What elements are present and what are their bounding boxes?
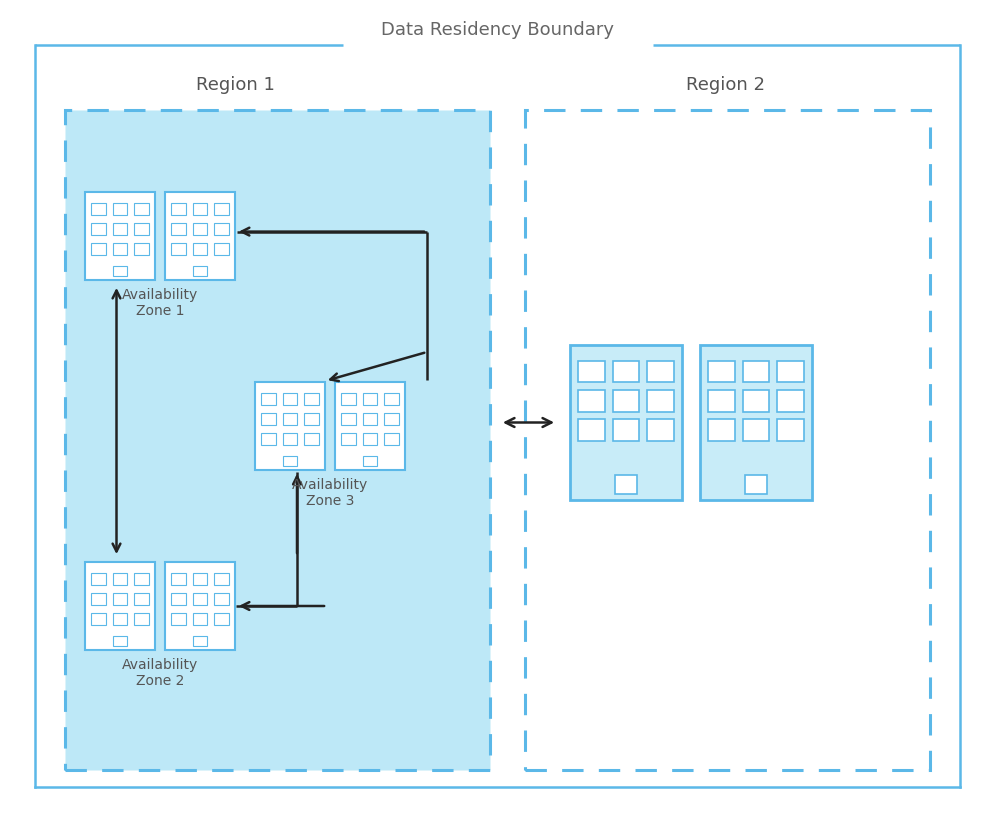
Bar	[112, 243, 127, 255]
Bar	[303, 413, 318, 425]
Bar	[647, 390, 674, 412]
Bar	[744, 475, 766, 494]
Bar	[742, 420, 768, 441]
Bar	[362, 393, 377, 405]
Bar	[133, 222, 148, 235]
Bar	[171, 593, 186, 605]
Bar	[612, 420, 639, 441]
Bar	[362, 433, 377, 445]
Bar	[193, 243, 207, 255]
Bar	[384, 413, 399, 425]
Bar	[112, 573, 127, 585]
Bar	[214, 613, 229, 625]
Bar	[91, 573, 106, 585]
Bar	[700, 345, 811, 500]
Bar	[171, 613, 186, 625]
Bar	[84, 192, 155, 280]
Text: Availability
Zone 2: Availability Zone 2	[121, 658, 198, 688]
Bar	[171, 243, 186, 255]
Bar	[578, 420, 604, 441]
Bar	[707, 420, 734, 441]
Bar	[647, 420, 674, 441]
Bar	[113, 636, 126, 646]
Bar	[193, 593, 207, 605]
Text: Availability
Zone 1: Availability Zone 1	[121, 288, 198, 318]
Bar	[193, 613, 207, 625]
Bar	[303, 433, 318, 445]
Bar	[112, 613, 127, 625]
Bar	[776, 420, 803, 441]
Bar	[384, 433, 399, 445]
Bar	[570, 345, 681, 500]
Bar	[614, 475, 637, 494]
Bar	[261, 393, 276, 405]
Bar	[525, 110, 929, 770]
Bar	[363, 456, 377, 466]
Bar	[133, 203, 148, 215]
Bar	[171, 573, 186, 585]
Text: Region 2: Region 2	[685, 76, 763, 94]
Bar	[362, 413, 377, 425]
Bar	[341, 393, 356, 405]
Bar	[193, 222, 207, 235]
Bar	[335, 382, 405, 470]
Bar	[283, 456, 296, 466]
Bar	[165, 192, 235, 280]
Bar	[612, 390, 639, 412]
Bar	[112, 222, 127, 235]
Bar	[341, 413, 356, 425]
Bar	[214, 573, 229, 585]
Bar	[91, 222, 106, 235]
Bar	[65, 110, 489, 770]
Bar	[133, 573, 148, 585]
Bar	[578, 390, 604, 412]
Bar	[282, 413, 297, 425]
Bar	[742, 360, 768, 382]
Text: Availability
Zone 3: Availability Zone 3	[291, 478, 368, 509]
Bar	[112, 593, 127, 605]
Bar	[303, 393, 318, 405]
Bar	[707, 390, 734, 412]
Bar	[91, 203, 106, 215]
Bar	[193, 203, 207, 215]
Text: Data Residency Boundary: Data Residency Boundary	[381, 21, 613, 39]
Bar	[171, 222, 186, 235]
Bar	[193, 573, 207, 585]
Bar	[214, 222, 229, 235]
Bar	[91, 243, 106, 255]
Bar	[171, 203, 186, 215]
Bar	[261, 433, 276, 445]
Bar	[578, 360, 604, 382]
Bar	[282, 393, 297, 405]
Bar	[612, 360, 639, 382]
Bar	[776, 360, 803, 382]
Bar	[776, 390, 803, 412]
Bar	[91, 593, 106, 605]
Bar	[165, 562, 235, 650]
Text: Region 1: Region 1	[196, 76, 274, 94]
Bar	[384, 393, 399, 405]
Bar	[707, 360, 734, 382]
Bar	[91, 613, 106, 625]
Bar	[261, 413, 276, 425]
Bar	[133, 243, 148, 255]
Bar	[113, 266, 126, 276]
Bar	[647, 360, 674, 382]
Bar	[214, 593, 229, 605]
Bar	[341, 433, 356, 445]
Bar	[193, 636, 207, 646]
Bar	[214, 243, 229, 255]
Bar	[254, 382, 325, 470]
Bar	[133, 593, 148, 605]
Bar	[84, 562, 155, 650]
Bar	[112, 203, 127, 215]
Bar	[282, 433, 297, 445]
Bar	[214, 203, 229, 215]
Bar	[742, 390, 768, 412]
Bar	[133, 613, 148, 625]
Bar	[193, 266, 207, 276]
